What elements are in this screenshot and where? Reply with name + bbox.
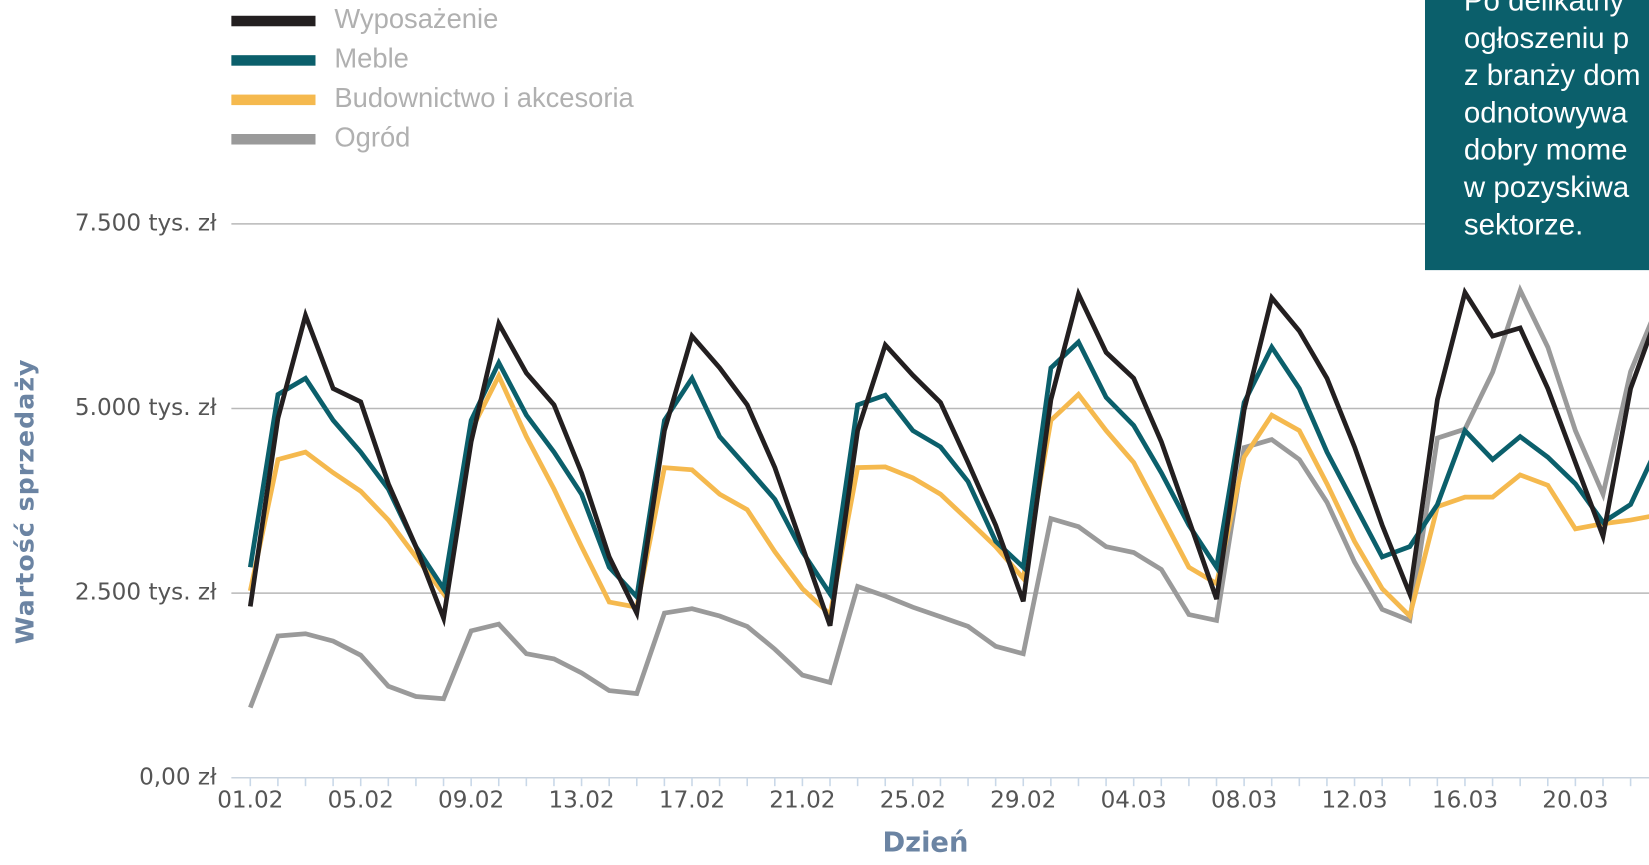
- series-line: [247, 370, 1649, 621]
- annotation-line: odnotowywa: [1464, 96, 1628, 129]
- annotation-line: ogłoszeniu p: [1464, 22, 1629, 55]
- lines: [247, 284, 1649, 709]
- x-tick-label: 01.02: [217, 787, 283, 813]
- x-tick-label: 16.03: [1432, 787, 1498, 813]
- x-tick-label: 12.03: [1321, 787, 1387, 813]
- y-tick-label: 0,00 zł: [139, 764, 217, 790]
- legend: Wyposażenie Meble Budownictwo i akcesoria O…: [231, 3, 635, 152]
- annotation-line: dobry mome: [1464, 134, 1628, 167]
- y-tick-label: 5.000 tys. zł: [75, 395, 217, 421]
- annotation-line: sektorze.: [1464, 208, 1583, 241]
- grid: 0,00 zł 2.500 tys. zł 5.000 tys. zł 7.500 t…: [75, 210, 1649, 813]
- y-tick-label: 7.500 tys. zł: [75, 210, 217, 236]
- x-tick-label: 17.02: [659, 787, 725, 813]
- legend-swatch: [231, 55, 316, 66]
- annotation-line: z branży dom: [1464, 59, 1641, 92]
- legend-label: Wyposażenie: [334, 3, 498, 34]
- x-tick-label: 04.03: [1101, 787, 1167, 813]
- x-tick-label: 21.02: [769, 787, 835, 813]
- x-tick-label: 20.03: [1542, 787, 1608, 813]
- legend-label: Budownictwo i akcesoria: [334, 82, 634, 113]
- x-tick-label: 25.02: [880, 787, 946, 813]
- series-line: [247, 338, 1649, 602]
- legend-swatch: [231, 134, 316, 145]
- x-tick-label: 09.02: [438, 787, 504, 813]
- annotation: Po delikatny ogłoszeniu p z branży dom odno…: [1463, 0, 1641, 241]
- y-axis-label: Wartość sprzedaży: [11, 358, 40, 644]
- x-axis-label: Dzień: [882, 827, 968, 858]
- annotation-box: [1424, 0, 1649, 271]
- series-line: [247, 286, 1649, 628]
- y-tick-label: 2.500 tys. zł: [75, 580, 217, 606]
- legend-swatch: [231, 15, 316, 27]
- annotation-line: w pozyskiwa: [1463, 171, 1630, 204]
- legend-label: Meble: [334, 43, 408, 74]
- x-tick-label: 29.02: [990, 787, 1056, 813]
- x-tick-label: 05.02: [328, 787, 394, 813]
- legend-label: Ogród: [334, 121, 410, 152]
- annotation-line: Po delikatny: [1464, 0, 1625, 18]
- x-tick-label: 13.02: [548, 787, 614, 813]
- legend-swatch: [231, 94, 316, 106]
- x-tick-label: 08.03: [1211, 787, 1277, 813]
